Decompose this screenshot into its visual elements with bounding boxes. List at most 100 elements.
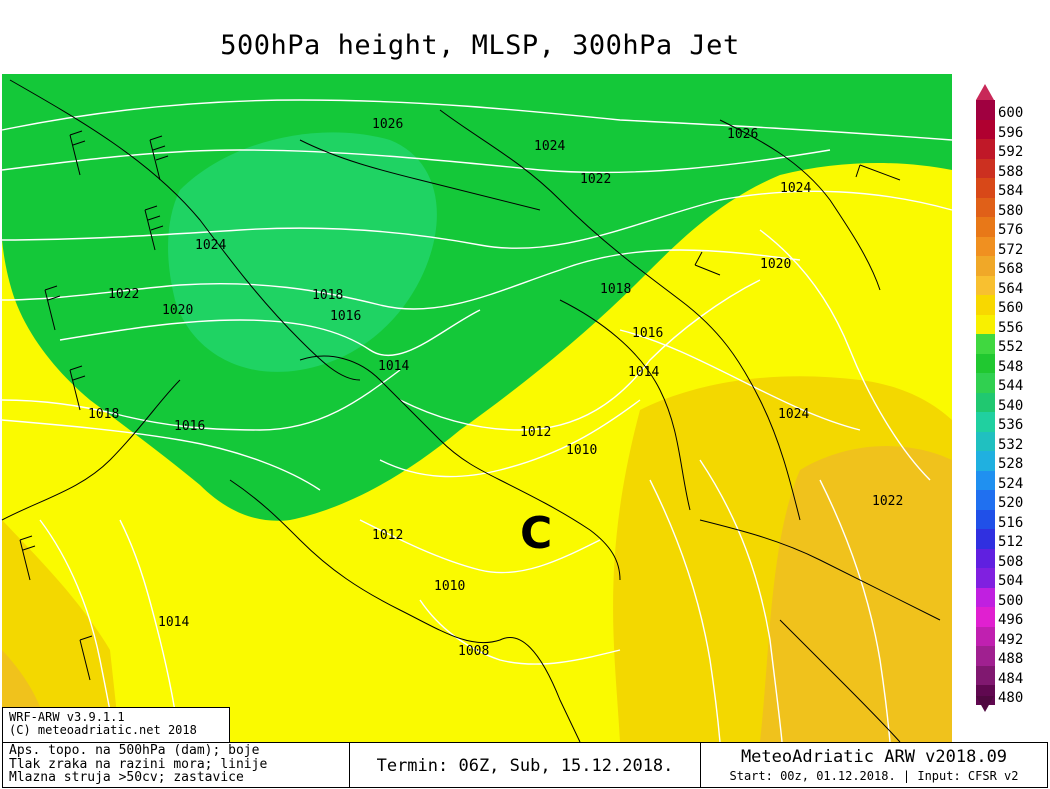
- legend-label: 564: [998, 280, 1024, 297]
- legend-level: 488: [968, 646, 1050, 666]
- legend-level: 536: [968, 412, 1050, 432]
- legend: 600 596 592 588 584 580 576 572 568 564 560 556 552 5…: [968, 84, 1050, 718]
- description-box: Aps. topo. na 500hPa (dam); boje Tlak zr…: [2, 742, 350, 788]
- weather-map: 1026 1024 1026 1024 1022 1024 1022 1020 …: [1, 74, 953, 742]
- legend-level: 596: [968, 119, 1050, 141]
- legend-label: 524: [998, 475, 1024, 492]
- legend-label: 596: [998, 124, 1024, 141]
- legend-label: 592: [998, 144, 1024, 160]
- isobar-label: 1018: [88, 407, 119, 422]
- legend-swatch: [976, 587, 995, 607]
- legend-swatch: [976, 158, 995, 178]
- legend-swatch: [976, 548, 995, 568]
- legend-label: 488: [998, 651, 1024, 667]
- legend-swatch: [976, 509, 995, 529]
- brand-name: MeteoAdriatic ARW v2018.09: [740, 747, 1008, 767]
- legend-label: 500: [998, 592, 1024, 609]
- isobar-label: 1018: [600, 282, 631, 297]
- legend-swatch: [976, 470, 995, 490]
- legend-level: 548: [968, 353, 1050, 375]
- legend-level: 552: [968, 334, 1050, 354]
- isobar-label: 1022: [872, 494, 903, 509]
- legend-swatch: [976, 392, 995, 412]
- legend-label: 600: [998, 105, 1024, 121]
- legend-label: 556: [998, 319, 1024, 336]
- legend-swatch: [976, 139, 995, 159]
- isobar-label: 1014: [158, 615, 189, 630]
- coastlines-borders: [1, 79, 941, 742]
- isobar-label: 1010: [566, 443, 597, 458]
- isobar-label: 1012: [372, 528, 403, 543]
- legend-level: 532: [968, 431, 1050, 452]
- legend-level: 584: [968, 178, 1050, 198]
- legend-label: 568: [998, 261, 1024, 277]
- model-info-box: WRF-ARW v3.9.1.1 (C) meteoadriatic.net 2…: [2, 707, 230, 743]
- legend-label: 572: [998, 241, 1024, 258]
- legend-level: 592: [968, 139, 1050, 159]
- geopotential-field-544: [168, 132, 437, 372]
- legend-swatch: [976, 295, 995, 315]
- geopotential-field-560: [2, 520, 120, 742]
- legend-level: 580: [968, 197, 1050, 219]
- legend-label: 580: [998, 202, 1024, 219]
- legend-swatch: [976, 412, 995, 432]
- isobar-label: 1022: [580, 172, 611, 187]
- legend-level: 492: [968, 626, 1050, 648]
- legend-label: 480: [998, 690, 1024, 706]
- legend-label: 576: [998, 222, 1024, 238]
- legend-level: 512: [968, 529, 1050, 549]
- legend-label: 492: [998, 631, 1024, 648]
- description-line: Aps. topo. na 500hPa (dam); boje: [9, 743, 260, 758]
- legend-level: 508: [968, 548, 1050, 569]
- legend-level: 540: [968, 392, 1050, 414]
- isobar-label: 1024: [534, 139, 565, 154]
- legend-label: 588: [998, 163, 1024, 180]
- isobar-label: 1026: [727, 127, 758, 142]
- geopotential-field-564: [760, 446, 952, 742]
- isobar-label: 1016: [330, 309, 361, 324]
- isobar-label: 1014: [628, 365, 659, 380]
- isobar-label: 1016: [174, 419, 205, 434]
- legend-label: 544: [998, 378, 1024, 394]
- legend-level: 520: [968, 490, 1050, 510]
- isobar-label: 1018: [312, 288, 343, 303]
- legend-level: 504: [968, 568, 1050, 588]
- legend-swatch: [976, 197, 995, 217]
- brand-box: MeteoAdriatic ARW v2018.09 Start: 00z, 0…: [700, 742, 1048, 788]
- legend-level: 564: [968, 275, 1050, 297]
- legend-level: 568: [968, 256, 1050, 276]
- isobar-label: 1024: [778, 407, 809, 422]
- legend-level: 600: [968, 100, 1050, 120]
- legend-label: 548: [998, 358, 1024, 375]
- legend-label: 584: [998, 183, 1024, 199]
- legend-label: 540: [998, 397, 1024, 414]
- description-line: Tlak zraka na razini mora; linije: [9, 756, 268, 772]
- run-info: Start: 00z, 01.12.2018. | Input: CFSR v2: [729, 769, 1019, 783]
- isobar-label: 1026: [372, 117, 403, 132]
- legend-label: 512: [998, 534, 1024, 550]
- isobar-label: 1014: [378, 359, 409, 374]
- description-line: Mlazna struja >50cv; zastavice: [9, 770, 244, 785]
- legend-level: 572: [968, 236, 1050, 258]
- low-pressure-center-label: C: [520, 508, 552, 559]
- legend-swatch: [976, 646, 995, 666]
- copyright: (C) meteoadriatic.net 2018: [9, 723, 197, 737]
- legend-swatch: [976, 217, 995, 237]
- legend-swatch: [976, 353, 995, 373]
- legend-swatch: [976, 178, 995, 198]
- isobar-label: 1020: [760, 257, 791, 272]
- isobar-label: 1010: [434, 579, 465, 594]
- legend-swatch: [976, 100, 995, 120]
- legend-swatch: [976, 451, 995, 471]
- legend-top-arrow: [976, 84, 994, 100]
- legend-label: 520: [998, 495, 1024, 511]
- legend-level: 500: [968, 587, 1050, 609]
- legend-level: 524: [968, 470, 1050, 492]
- model-version: WRF-ARW v3.9.1.1: [9, 710, 125, 724]
- legend-level: 496: [968, 607, 1050, 627]
- legend-swatch: [976, 314, 995, 334]
- legend-level: 588: [968, 158, 1050, 180]
- legend-swatch: [976, 373, 995, 393]
- legend-level: 484: [968, 665, 1050, 687]
- legend-label: 484: [998, 670, 1024, 687]
